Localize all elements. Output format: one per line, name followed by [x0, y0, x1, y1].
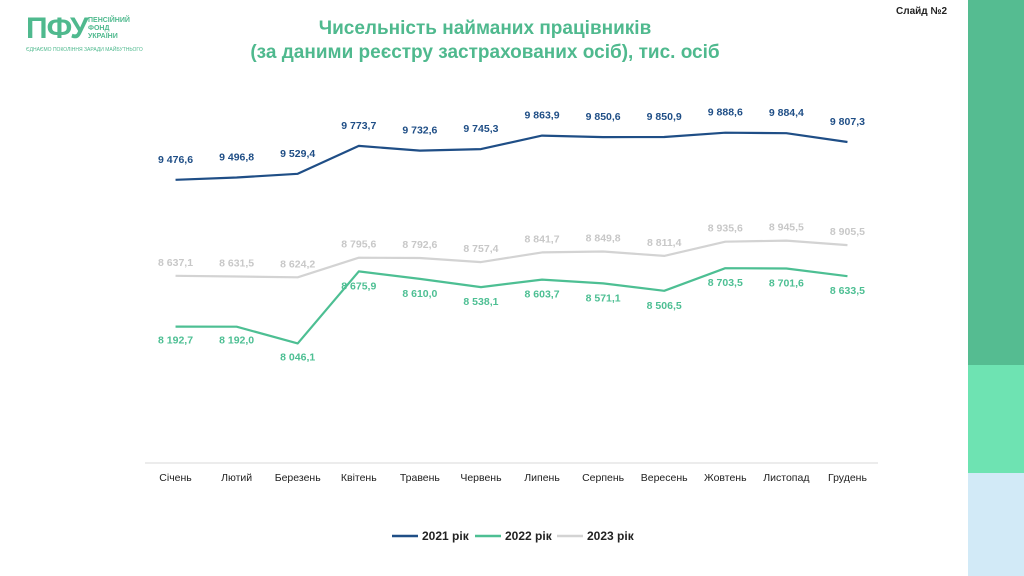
logo-slogan: ЄДНАЄМО ПОКОЛІННЯ ЗАРАДИ МАЙБУТНЬОГО — [26, 47, 143, 53]
legend-label-2: 2023 рік — [587, 529, 635, 543]
legend-label-1: 2022 рік — [505, 529, 553, 543]
logo-org-name: ПЕНСІЙНИЙ ФОНД УКРАЇНИ — [88, 17, 168, 41]
series-line-0 — [175, 131, 848, 181]
data-label-2: 8 905,5 — [830, 226, 865, 238]
data-label-2: 8 795,6 — [341, 239, 376, 251]
data-label-2: 8 637,1 — [158, 257, 193, 269]
data-label-2: 8 935,6 — [708, 223, 743, 235]
logo-org-line3: УКРАЇНИ — [88, 33, 118, 40]
series-line-1 — [175, 267, 848, 345]
x-tick-label: Серпень — [582, 472, 625, 484]
data-label-0: 9 529,4 — [280, 148, 315, 160]
data-label-2: 8 811,4 — [647, 237, 682, 249]
sidebar-block-middle — [968, 365, 1024, 473]
data-label-0: 9 476,6 — [158, 154, 193, 166]
chart-subtitle: (за даними реєстру застрахованих осіб), … — [250, 42, 720, 63]
x-tick-label: Грудень — [828, 472, 867, 484]
data-label-0: 9 496,8 — [219, 152, 254, 164]
data-label-1: 8 571,1 — [586, 292, 621, 304]
data-label-2: 8 945,5 — [769, 222, 804, 234]
data-label-1: 8 538,1 — [463, 296, 498, 308]
x-tick-label: Січень — [159, 472, 192, 484]
series-line-2 — [175, 239, 848, 279]
data-label-0: 9 807,3 — [830, 116, 865, 128]
data-label-2: 8 849,8 — [586, 233, 621, 245]
x-tick-label: Липень — [524, 472, 560, 484]
data-label-1: 8 046,1 — [280, 351, 315, 363]
data-label-1: 8 192,0 — [219, 335, 254, 347]
data-label-0: 9 884,4 — [769, 107, 804, 119]
x-tick-label: Лютий — [221, 472, 252, 484]
x-tick-label: Квітень — [341, 472, 377, 484]
data-label-2: 8 841,7 — [525, 233, 560, 245]
logo-mark: ПФУ — [26, 12, 89, 45]
data-label-1: 8 703,5 — [708, 277, 743, 289]
data-label-0: 9 863,9 — [525, 110, 560, 122]
data-label-1: 8 610,0 — [402, 288, 437, 300]
data-label-2: 8 624,2 — [280, 258, 315, 270]
data-label-1: 8 675,9 — [341, 280, 376, 292]
data-label-0: 9 850,6 — [586, 111, 621, 123]
data-label-2: 8 792,6 — [402, 239, 437, 251]
x-tick-label: Листопад — [763, 472, 809, 484]
data-label-0: 9 745,3 — [463, 123, 498, 135]
legend-label-0: 2021 рік — [422, 529, 470, 543]
data-label-1: 8 701,6 — [769, 278, 804, 290]
x-tick-label: Вересень — [641, 472, 688, 484]
chart-title: Чисельність найманих працівників — [318, 18, 652, 39]
x-tick-label: Травень — [400, 472, 441, 484]
sidebar-block-bottom — [968, 473, 1024, 576]
data-label-2: 8 631,5 — [219, 258, 254, 270]
x-tick-label: Жовтень — [704, 472, 747, 484]
data-label-0: 9 850,9 — [647, 111, 682, 123]
data-label-0: 9 773,7 — [341, 120, 376, 132]
x-tick-label: Червень — [460, 472, 502, 484]
logo-org-line1: ПЕНСІЙНИЙ — [88, 17, 130, 24]
data-label-1: 8 506,5 — [647, 300, 682, 312]
data-label-1: 8 603,7 — [525, 289, 560, 301]
sidebar-block-top — [968, 0, 1024, 365]
data-label-2: 8 757,4 — [463, 243, 498, 255]
slide-number: Слайд №2 — [896, 6, 948, 17]
data-label-0: 9 888,6 — [708, 107, 743, 119]
x-tick-label: Березень — [275, 472, 322, 484]
data-label-1: 8 192,7 — [158, 335, 193, 347]
data-label-1: 8 633,5 — [830, 285, 865, 297]
data-label-0: 9 732,6 — [402, 125, 437, 137]
logo-org-line2: ФОНД — [88, 25, 110, 32]
